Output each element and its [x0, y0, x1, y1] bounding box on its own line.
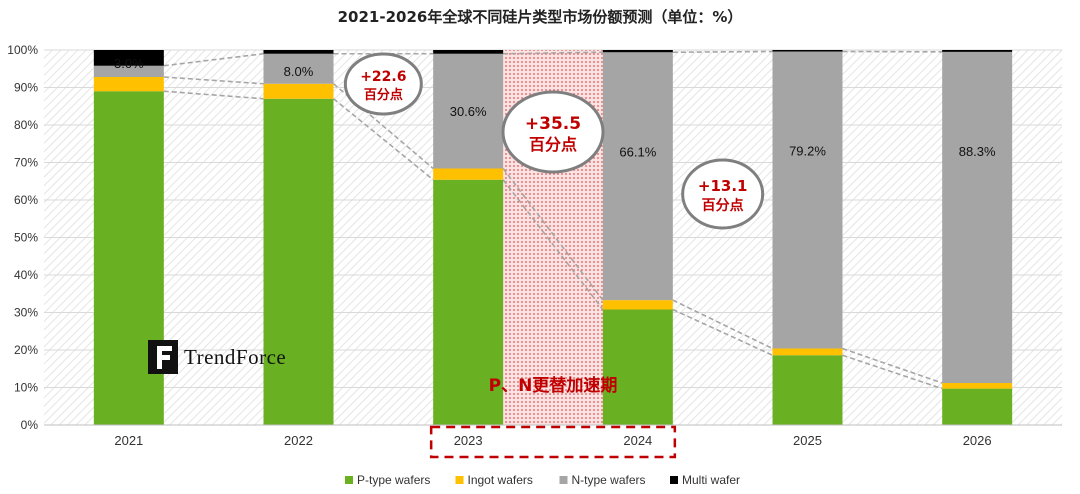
- bar-segment: [772, 51, 843, 349]
- connector-line: [672, 308, 773, 356]
- y-tick-label: 10%: [14, 381, 38, 395]
- legend-label: N-type wafers: [572, 473, 646, 487]
- data-labels: 3.0% 8.0% 30.6% 66.1% 79.2% 88.3%: [114, 56, 996, 160]
- bar-segment: [263, 53, 334, 84]
- data-label: 8.0%: [284, 64, 314, 79]
- trendforce-logo: TrendForce: [148, 340, 286, 374]
- connector-line: [163, 52, 264, 67]
- data-label: 79.2%: [789, 144, 826, 159]
- bar-segment: [942, 383, 1013, 389]
- bar-segment: [602, 50, 673, 53]
- connector-line: [163, 90, 264, 100]
- bar-segment: [263, 50, 334, 54]
- period-box: [429, 425, 677, 459]
- legend-label: Ingot wafers: [468, 473, 533, 487]
- bar-segment: [93, 65, 164, 77]
- y-tick-label: 40%: [14, 268, 38, 282]
- bar-segment: [942, 388, 1013, 425]
- bar-segment: [93, 91, 164, 425]
- bars: [93, 50, 1013, 425]
- bar-segment: [433, 50, 504, 54]
- bar-segment: [772, 50, 843, 52]
- connector-line: [672, 299, 773, 350]
- x-tick-label: 2022: [284, 433, 313, 448]
- logo-text: TrendForce: [184, 345, 286, 369]
- data-label: 88.3%: [959, 144, 996, 159]
- chart-title: 2021-2026年全球不同硅片类型市场份额预测（单位：%）: [338, 8, 743, 26]
- y-tick-label: 80%: [14, 118, 38, 132]
- bar-segment: [772, 355, 843, 425]
- annotation-bubble: [343, 52, 423, 116]
- y-tick-label: 30%: [14, 306, 38, 320]
- connector-line: [842, 354, 943, 390]
- annotation-value: +13.1: [698, 177, 748, 195]
- bar-segment: [263, 98, 334, 425]
- annotation-bubble: [681, 158, 765, 230]
- x-tick-label: 2025: [793, 433, 822, 448]
- connector-line: [332, 83, 434, 170]
- annotation-unit: 百分点: [364, 87, 403, 103]
- annotation-value: +22.6: [360, 69, 406, 85]
- connector-line: [332, 98, 434, 181]
- legend-swatch: [559, 476, 568, 484]
- data-label: 66.1%: [619, 144, 656, 159]
- y-axis: 0% 10% 20% 30% 40% 50% 60% 70% 80% 90% 100%: [7, 43, 38, 432]
- x-tick-label: 2023: [454, 433, 483, 448]
- legend: P-type wafers Ingot wafers N-type wafers Mu…: [345, 473, 740, 487]
- bar-segment: [942, 50, 1013, 52]
- connector-line: [842, 347, 943, 384]
- bar-segment: [602, 309, 673, 425]
- highlight-period-label: P、N更替加速期: [489, 375, 618, 396]
- x-tick-label: 2021: [114, 433, 143, 448]
- legend-swatch: [670, 476, 678, 484]
- annotation-bubble: [501, 90, 605, 174]
- bar-segment: [602, 300, 673, 310]
- legend-label: P-type wafers: [357, 473, 430, 487]
- legend-swatch: [345, 476, 353, 484]
- y-tick-label: 20%: [14, 343, 38, 357]
- bar-segment: [263, 83, 334, 99]
- bar-segment: [772, 348, 843, 356]
- bar-segment: [433, 179, 504, 425]
- x-tick-label: 2024: [623, 433, 652, 448]
- connector-line: [502, 168, 604, 301]
- bar-segment: [433, 168, 504, 180]
- annotation-value: +35.5: [525, 114, 581, 134]
- annotation-unit: 百分点: [702, 197, 744, 214]
- y-tick-label: 100%: [7, 43, 38, 57]
- bar-segment: [942, 51, 1013, 383]
- y-tick-label: 60%: [14, 193, 38, 207]
- y-tick-label: 0%: [21, 418, 39, 432]
- connector-line: [163, 76, 264, 85]
- annotation-unit: 百分点: [529, 135, 577, 154]
- legend-label: Multi wafer: [682, 473, 740, 487]
- data-label: 3.0%: [114, 56, 144, 71]
- y-tick-label: 70%: [14, 156, 38, 170]
- legend-swatch: [455, 476, 464, 484]
- x-tick-label: 2026: [963, 433, 992, 448]
- bar-segment: [433, 53, 504, 169]
- bar-segment: [602, 52, 673, 301]
- connector-line: [503, 51, 603, 55]
- y-tick-label: 90%: [14, 81, 38, 95]
- x-axis: 2021 2022 2023 2024 2025 2026: [114, 433, 991, 448]
- y-tick-label: 50%: [14, 231, 38, 245]
- connector-line: [502, 179, 604, 310]
- connector-lines: [163, 50, 943, 390]
- bar-segment: [93, 77, 164, 92]
- data-label: 30.6%: [450, 104, 487, 119]
- connector-line: [672, 50, 773, 54]
- bar-segment: [93, 50, 164, 66]
